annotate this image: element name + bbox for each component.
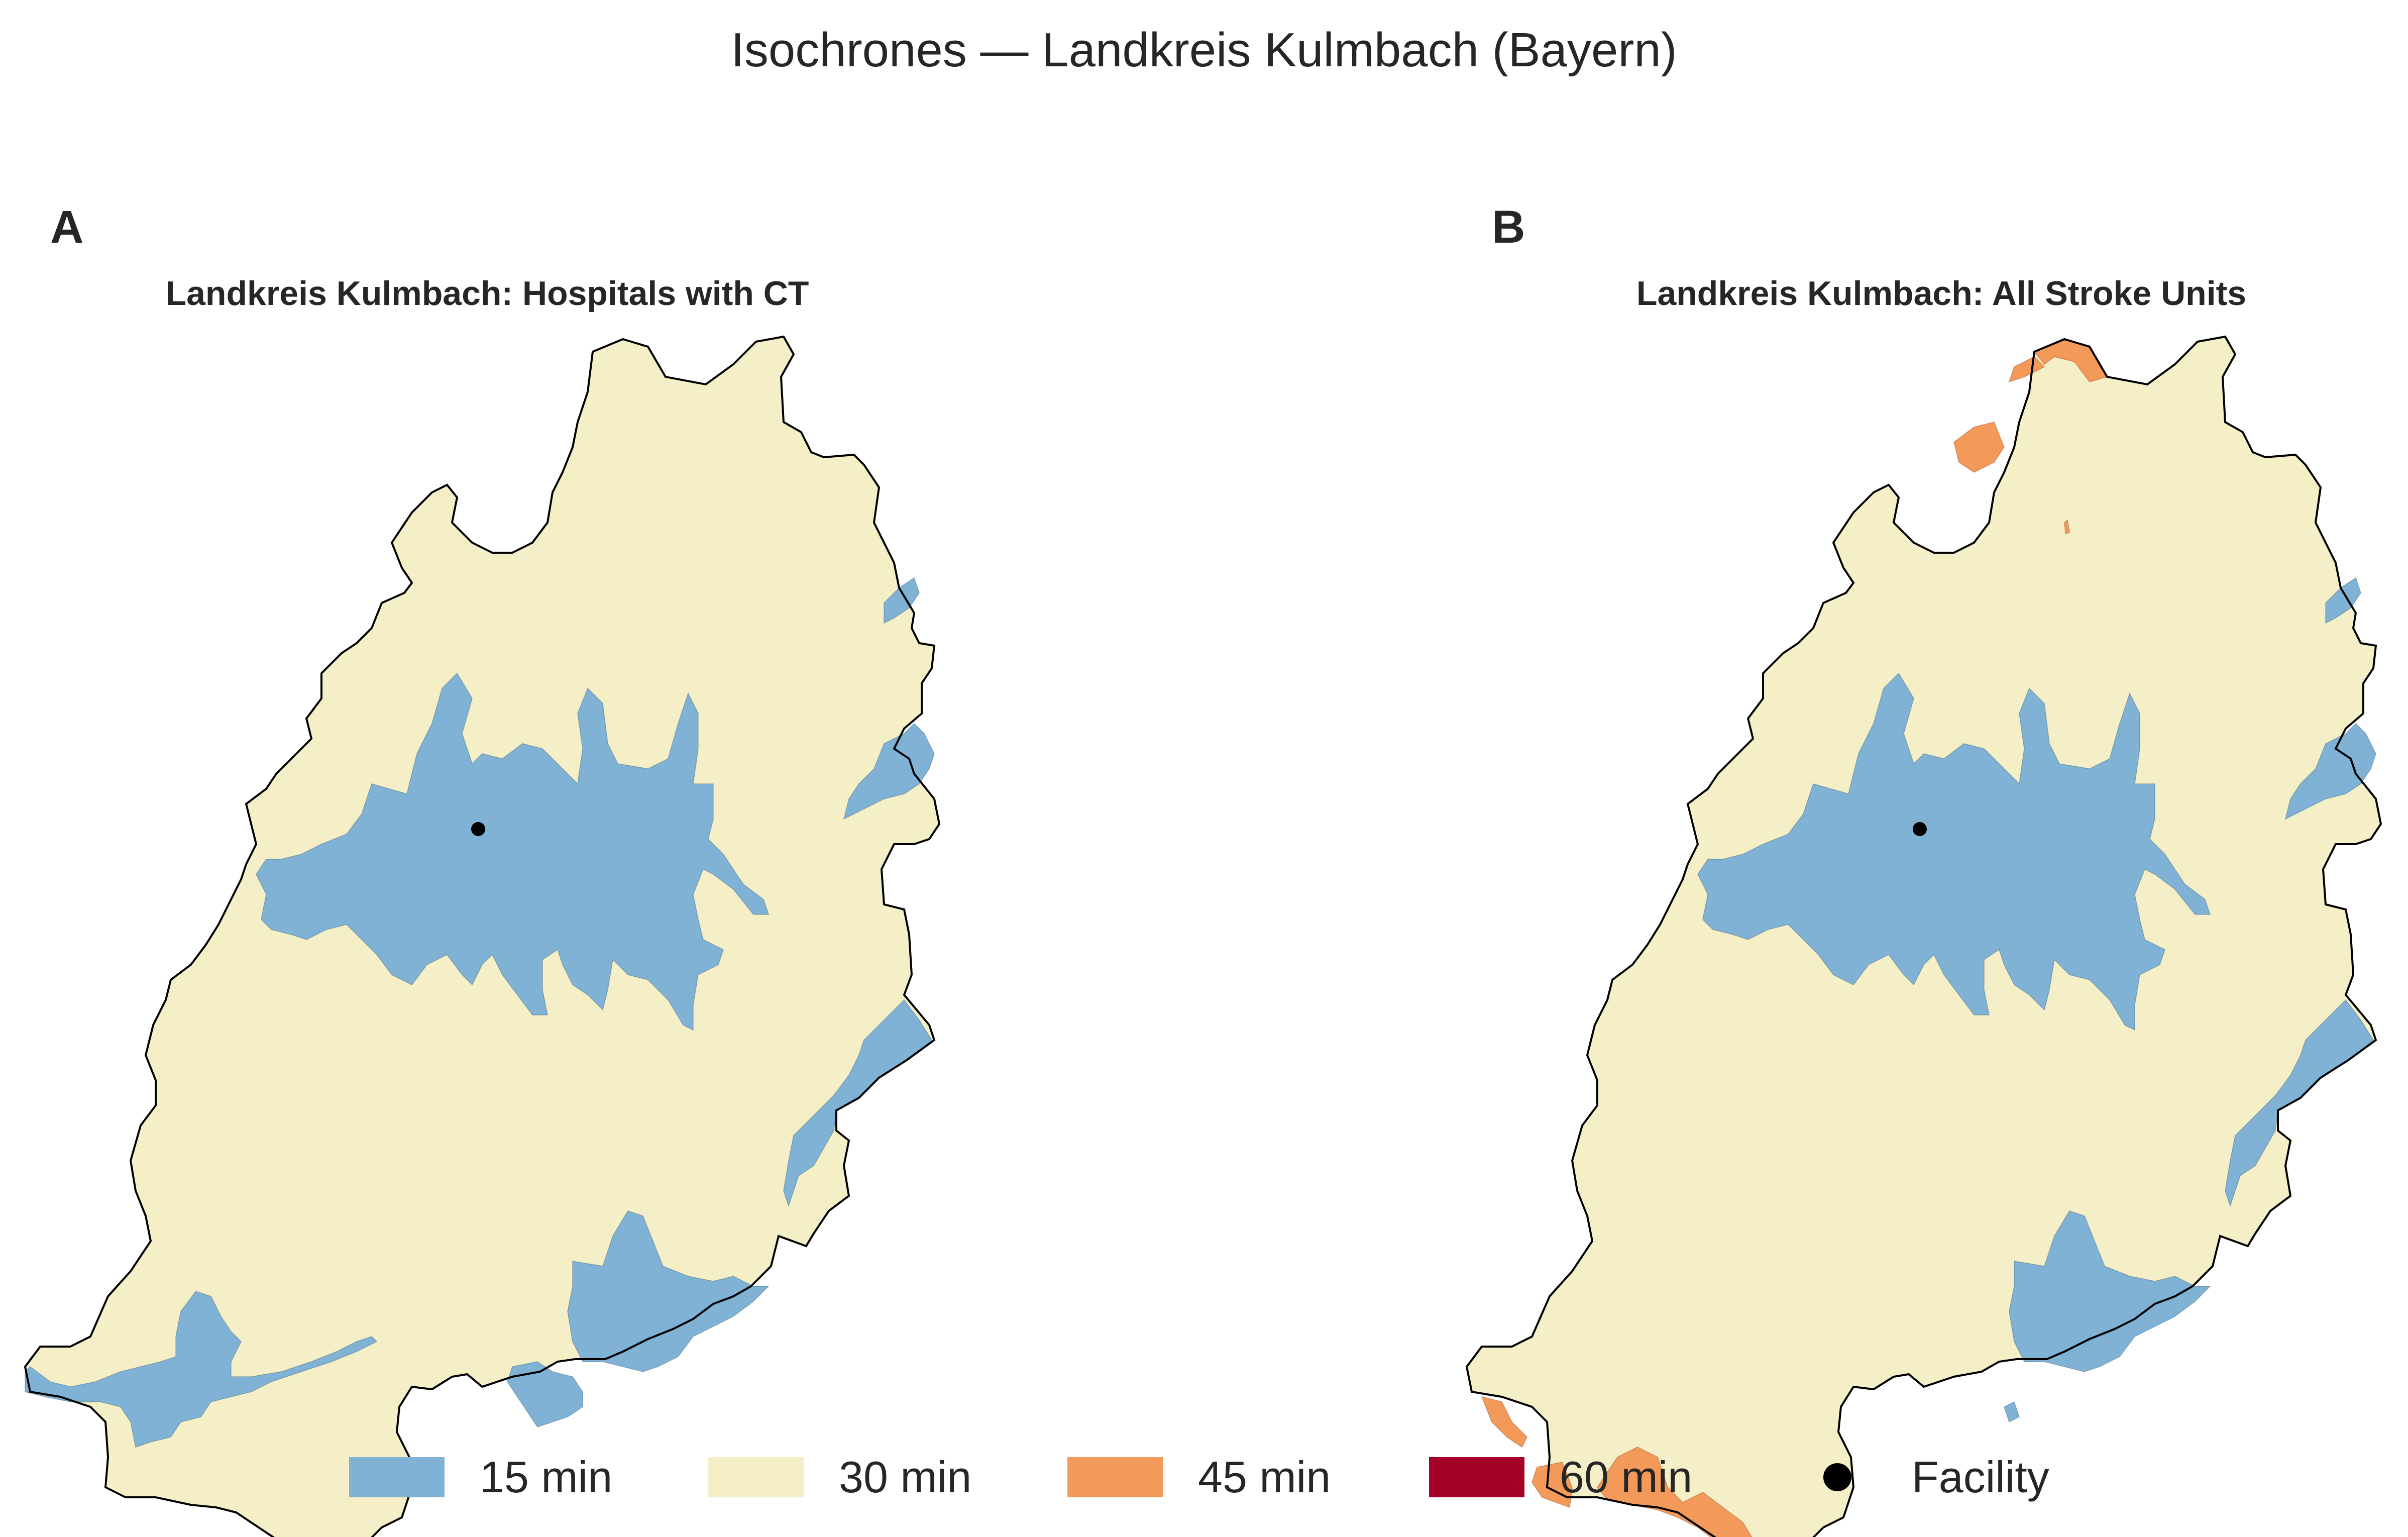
facility-marker-b	[1913, 822, 1927, 836]
isochrone-map-a	[24, 336, 940, 1537]
zone-45-min-b	[1481, 339, 2108, 1537]
panel-letter-b: B	[1492, 201, 1525, 253]
legend-label-30-min: 30 min	[839, 1452, 972, 1502]
figure-title: Isochrones — Landkreis Kulmbach (Bayern)	[731, 23, 1677, 77]
facility-marker-a	[471, 822, 485, 836]
legend-item-15-min: 15 min	[349, 1445, 612, 1510]
legend-swatch-45-min	[1067, 1457, 1163, 1497]
panel-title-b: Landkreis Kulmbach: All Stroke Units	[1636, 274, 2247, 313]
legend: 15 min 30 min 45 min 60 min Facility	[0, 1445, 2408, 1510]
zone-15-min-b	[1697, 577, 2376, 1423]
legend-item-facility: Facility	[1793, 1445, 2049, 1510]
map-panel-b: B Landkreis Kulmbach: All Stroke Units	[1466, 191, 2408, 1537]
legend-label-45-min: 45 min	[1198, 1452, 1331, 1502]
legend-swatch-60-min	[1429, 1457, 1524, 1497]
legend-label-facility: Facility	[1912, 1452, 2049, 1502]
legend-swatch-15-min	[349, 1457, 445, 1497]
legend-item-45-min: 45 min	[1067, 1445, 1331, 1510]
legend-facility-dot	[1823, 1463, 1851, 1491]
legend-item-30-min: 30 min	[708, 1445, 971, 1510]
panel-letter-a: A	[50, 201, 84, 253]
zone-15-min-a	[25, 577, 935, 1448]
legend-label-15-min: 15 min	[480, 1452, 613, 1502]
legend-label-60-min: 60 min	[1560, 1452, 1693, 1502]
legend-swatch-30-min	[708, 1457, 804, 1497]
isochrone-map-b	[1466, 336, 2382, 1537]
map-panel-a: A Landkreis Kulmbach: Hospitals with CT	[24, 191, 1035, 1537]
panel-title-a: Landkreis Kulmbach: Hospitals with CT	[165, 274, 809, 313]
legend-item-60-min: 60 min	[1429, 1445, 1692, 1510]
